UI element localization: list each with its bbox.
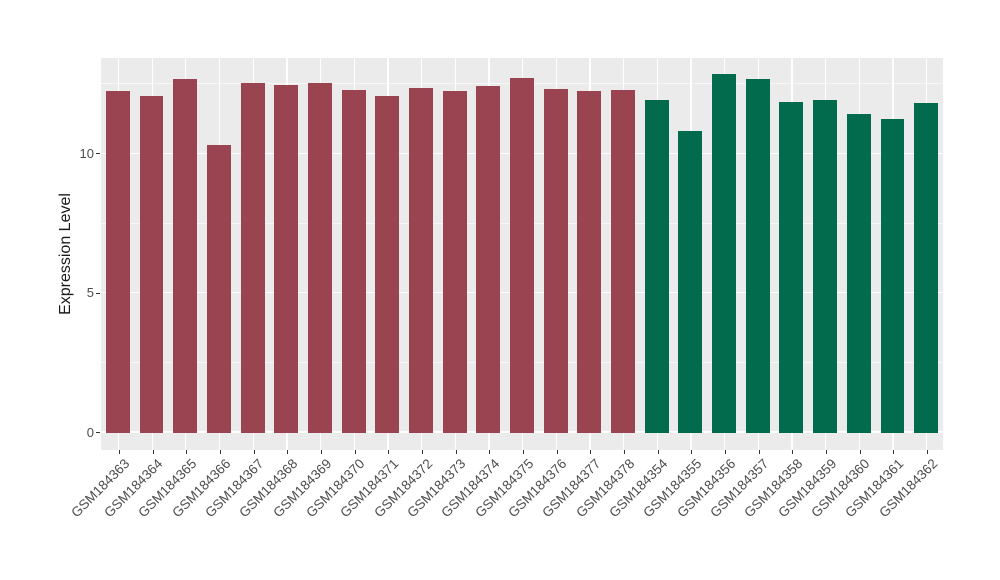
x-tick-mark [556, 450, 558, 454]
y-tick-label: 0 [86, 424, 94, 440]
bar-GSM184360 [846, 114, 871, 433]
bar-GSM184367 [240, 82, 265, 433]
x-tick-mark [152, 450, 154, 454]
bar-GSM184372 [409, 87, 433, 433]
bar-GSM184377 [577, 90, 602, 433]
x-tick-mark [893, 450, 895, 454]
bar-GSM184363 [105, 90, 130, 433]
bar-GSM184365 [173, 78, 198, 433]
x-tick-mark [388, 450, 390, 454]
bar-GSM184370 [341, 89, 366, 433]
x-tick-mark [287, 450, 289, 454]
bar-GSM184354 [644, 99, 669, 433]
x-tick-mark [489, 450, 491, 454]
x-tick-mark [354, 450, 356, 454]
bar-GSM184364 [139, 95, 164, 433]
y-tick-label: 5 [86, 285, 94, 301]
bar-GSM184369 [307, 83, 332, 433]
x-tick-mark [186, 450, 188, 454]
x-tick-mark [523, 450, 524, 454]
bar-GSM184355 [678, 130, 703, 433]
bar-GSM184356 [712, 74, 737, 433]
x-tick-mark [859, 450, 861, 454]
x-tick-mark [691, 450, 693, 454]
x-tick-mark [792, 450, 794, 454]
x-tick-mark [624, 450, 626, 454]
x-tick-mark [725, 450, 727, 454]
bar-GSM184366 [206, 145, 231, 433]
bar-GSM184359 [813, 99, 838, 433]
y-tick-label: 10 [79, 145, 94, 161]
bar-GSM184368 [274, 84, 299, 433]
x-tick-mark [590, 450, 592, 454]
x-tick-mark [253, 450, 255, 454]
x-tick-mark [421, 450, 423, 454]
bar-GSM184375 [510, 77, 534, 433]
y-tick-mark [96, 292, 100, 294]
bar-GSM184376 [543, 88, 568, 433]
y-tick-mark [96, 432, 100, 434]
bar-GSM184362 [914, 102, 939, 433]
x-tick-mark [320, 450, 322, 454]
x-tick-mark [118, 450, 120, 454]
bar-GSM184358 [779, 102, 804, 433]
bar-GSM184373 [442, 90, 467, 433]
bar-GSM184357 [745, 78, 770, 433]
x-tick-mark [219, 450, 221, 454]
bar-GSM184371 [375, 95, 400, 433]
bar-GSM184361 [880, 119, 905, 433]
x-tick-mark [455, 450, 457, 454]
x-tick-mark [927, 450, 929, 454]
x-tick-mark [826, 450, 828, 454]
x-tick-mark [657, 450, 659, 454]
plot-panel [101, 58, 943, 450]
bar-GSM184374 [476, 86, 501, 433]
bar-GSM184378 [611, 90, 635, 433]
x-tick-mark [758, 450, 760, 454]
y-tick-mark [96, 153, 100, 155]
